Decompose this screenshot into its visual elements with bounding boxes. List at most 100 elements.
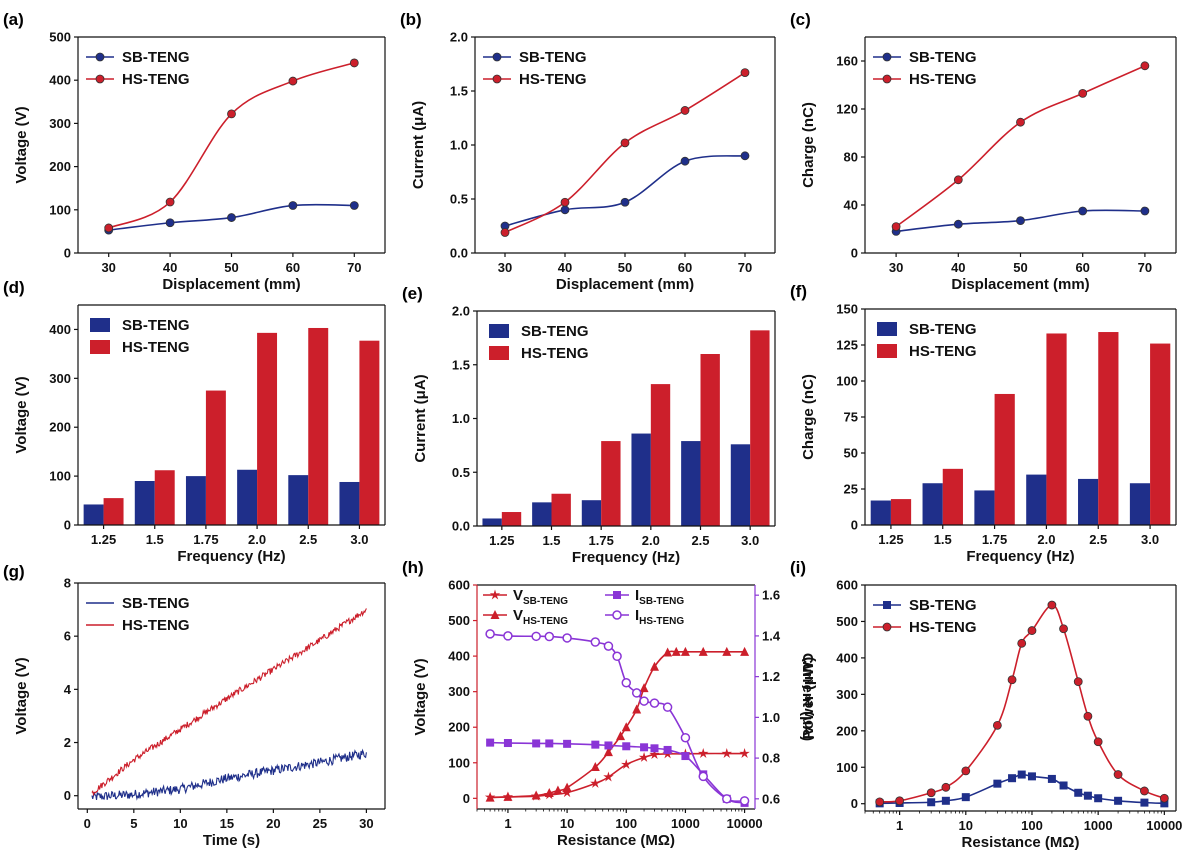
x-axis-title: Time (s) <box>203 832 260 849</box>
y2-tick-label: 1.6 <box>762 588 780 603</box>
legend-marker <box>882 74 892 84</box>
legend-label: HS-TENG <box>519 71 587 88</box>
y-axis-title: Voltage (V) <box>13 106 30 183</box>
legend-swatch <box>90 318 110 332</box>
legend-swatch <box>877 344 897 358</box>
legend: SB-TENG HS-TENG <box>489 323 589 362</box>
y-axis-title: Power (μW) <box>800 657 817 740</box>
legend: SB-TENG HS-TENG <box>877 321 977 360</box>
bar-HS-TENG-2.5 <box>1098 332 1119 525</box>
x-tick-label: 1.5 <box>934 532 952 547</box>
x-tick-label: 30 <box>101 260 115 275</box>
legend-label: HS-TENG <box>909 619 977 636</box>
y2-axis-title: Current (μA) <box>799 653 816 741</box>
chart-g: 0 2 4 6 8 0 5 10 15 20 25 30 Time (s) Voltage (V) (g) S… <box>3 562 386 849</box>
x-tick-label: 1 <box>896 818 903 833</box>
point-V-SB-TENG-200 <box>638 751 650 762</box>
point-SB-TENG-200 <box>1047 774 1056 783</box>
y-tick-label: 400 <box>836 650 858 665</box>
point-V-HS-TENG-150 <box>632 704 642 714</box>
point-SB-TENG-60 <box>288 201 298 210</box>
point-V-HS-TENG-2000 <box>698 646 708 656</box>
series-HS-TENG <box>91 608 367 797</box>
legend: SB-TENG HS-TENG <box>90 317 190 356</box>
point-I-HS-TENG-200 <box>639 696 649 706</box>
y-tick-label: 200 <box>448 720 470 735</box>
y-tick-label: 75 <box>844 410 858 425</box>
x-tick-label: 5 <box>130 816 137 831</box>
point-SB-TENG-10000 <box>1160 799 1169 808</box>
y-tick-label: 400 <box>49 322 71 337</box>
x-axis-title: Displacement (mm) <box>556 276 694 293</box>
point-I-SB-TENG-100 <box>622 742 631 751</box>
y-tick-label: 8 <box>64 576 71 591</box>
x-tick-label: 1.75 <box>982 532 1007 547</box>
bar-SB-TENG-1.5 <box>532 502 552 526</box>
x-tick-label: 100 <box>615 816 637 831</box>
legend: SB-TENG HS-TENG <box>86 49 190 88</box>
legend: SB-TENG HS-TENG <box>483 49 587 88</box>
legend-marker <box>882 52 892 62</box>
series-HS-TENG <box>104 58 359 233</box>
legend-swatch <box>877 322 897 336</box>
point-SB-TENG-700 <box>1083 791 1092 800</box>
legend-label: SB-TENG <box>122 49 190 66</box>
point-HS-TENG-0.5 <box>875 797 885 807</box>
series-SB-TENG <box>83 469 360 525</box>
x-tick-label: 1 <box>504 816 511 831</box>
panel-label: (f) <box>790 282 807 301</box>
bar-SB-TENG-1.5 <box>922 483 943 525</box>
point-SB-TENG-70 <box>349 201 359 210</box>
bar-SB-TENG-1.75 <box>974 490 995 525</box>
x-tick-label: 100 <box>1021 818 1043 833</box>
panel-a: 0 100 200 300 400 500 30 40 50 60 70 Displacement (… <box>0 0 400 295</box>
bar-HS-TENG-2.5 <box>700 354 720 526</box>
chart-c: 0 40 80 120 160 30 40 50 60 70 Displacement (mm) Ch… <box>790 10 1177 293</box>
x-tick-label: 25 <box>313 816 327 831</box>
bar-HS-TENG-3.0 <box>750 330 770 526</box>
legend-marker <box>882 622 892 632</box>
point-HS-TENG-5000 <box>1140 786 1149 796</box>
y-axis-title: Voltage (V) <box>13 376 30 453</box>
panel-f: 0 25 50 75 100 125 150 1.25 1.5 1.75 2.0 2.5 3.0 Freq… <box>778 278 1188 568</box>
point-HS-TENG-300 <box>1059 624 1068 634</box>
x-tick-label: 1000 <box>671 816 700 831</box>
y-tick-label: 500 <box>49 30 71 45</box>
legend-label: HS-TENG <box>521 345 589 362</box>
x-axis-title: Frequency (Hz) <box>572 549 680 566</box>
y-tick-label: 0 <box>851 518 858 533</box>
point-HS-TENG-60 <box>680 106 690 115</box>
point-SB-TENG-2000 <box>1114 796 1123 805</box>
point-I-SB-TENG-5 <box>545 739 554 748</box>
y-tick-label: 0 <box>64 788 71 803</box>
point-SB-TENG-50 <box>1008 774 1017 783</box>
y-tick-label: 0 <box>463 791 470 806</box>
legend-marker <box>489 589 501 600</box>
y-tick-label: 100 <box>49 202 71 217</box>
bar-HS-TENG-1.5 <box>154 470 175 525</box>
legend-label: SB-TENG <box>521 323 589 340</box>
point-HS-TENG-200 <box>1047 600 1057 610</box>
x-tick-label: 3.0 <box>741 533 759 548</box>
legend-marker <box>883 601 891 609</box>
point-SB-TENG-70 <box>1017 770 1026 779</box>
y-tick-label: 120 <box>836 102 858 117</box>
point-SB-TENG-10 <box>961 793 970 802</box>
bar-SB-TENG-2.0 <box>1026 474 1047 525</box>
bar-HS-TENG-1.25 <box>890 499 912 525</box>
legend-marker <box>613 591 621 599</box>
point-I-HS-TENG-150 <box>631 688 642 698</box>
bar-SB-TENG-1.75 <box>185 476 206 525</box>
point-V-SB-TENG-300 <box>649 749 660 760</box>
series-V-HS-TENG <box>485 646 750 802</box>
point-I-HS-TENG-300 <box>649 698 660 708</box>
bar-HS-TENG-1.5 <box>551 493 571 526</box>
point-V-SB-TENG-50 <box>603 771 614 782</box>
x-tick-label: 1.25 <box>878 532 903 547</box>
point-I-HS-TENG-50 <box>603 641 614 651</box>
y-tick-label: 400 <box>448 649 470 664</box>
point-V-HS-TENG-0.5 <box>485 792 495 802</box>
point-HS-TENG-30 <box>104 223 114 233</box>
point-V-HS-TENG-30 <box>590 762 600 772</box>
